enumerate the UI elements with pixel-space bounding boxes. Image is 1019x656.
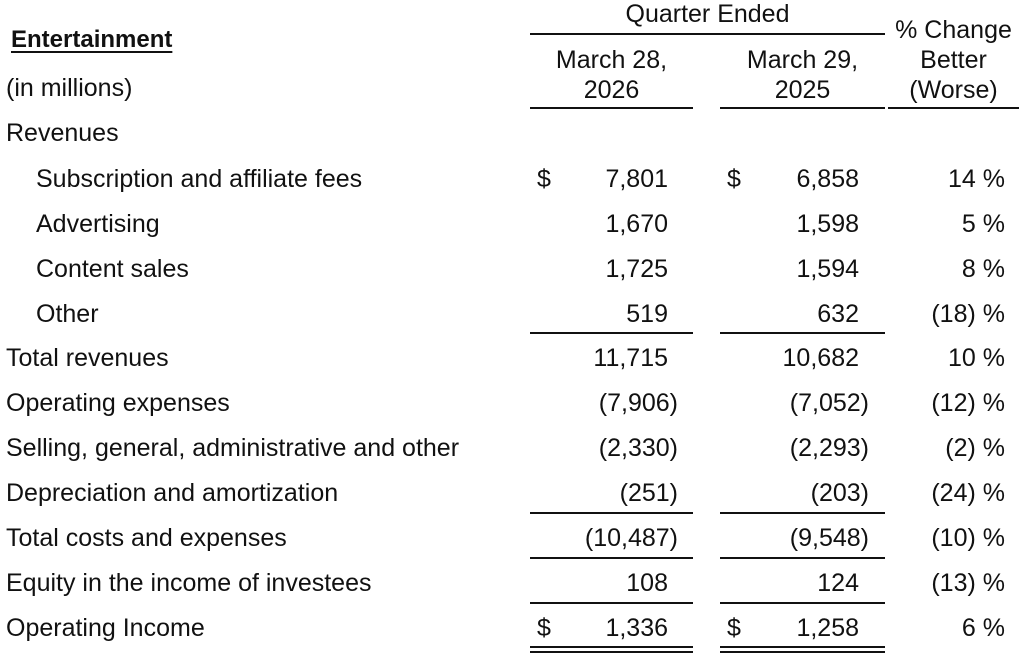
subtotal-rule-costs-col2	[720, 512, 885, 514]
table-row: Total costs and expenses (10,487) (9,548) (…	[0, 519, 1019, 553]
table-row: Other 519 632 (18) %	[0, 295, 1019, 329]
quarter-ended-header: Quarter Ended	[625, 0, 790, 28]
pct-change-value: (13) %	[931, 569, 1005, 597]
double-rule-operating-income-col1	[530, 646, 693, 653]
currency-symbol: $	[727, 165, 741, 193]
row-label: Subscription and affiliate fees	[36, 165, 363, 193]
value-2026: 519	[626, 300, 668, 328]
value-2026: 1,670	[605, 210, 668, 238]
value-2025: (7,052)	[789, 389, 869, 417]
table-row: Operating expenses (7,906) (7,052) (12) %	[0, 384, 1019, 418]
row-label: Revenues	[6, 119, 119, 147]
pct-change-value: 6 %	[961, 614, 1005, 642]
table-row: Revenues	[0, 114, 1019, 148]
subtotal-rule-revenues-col2	[720, 332, 885, 334]
value-2025: (2,293)	[789, 434, 869, 462]
row-label: Total costs and expenses	[6, 524, 287, 552]
row-label: Selling, general, administrative and oth…	[6, 434, 460, 462]
pct-change-value: (12) %	[931, 389, 1005, 417]
value-2026: (10,487)	[584, 524, 678, 552]
pct-change-value: (18) %	[931, 300, 1005, 328]
pct-change-value: 5 %	[961, 210, 1005, 238]
value-2025: 1,258	[796, 614, 859, 642]
column-header-2025: March 29, 2025	[746, 46, 859, 104]
total-rule-costs-col2	[720, 557, 885, 559]
value-2025: 632	[817, 300, 859, 328]
row-label: Other	[36, 300, 99, 328]
pct-change-value: 8 %	[961, 255, 1005, 283]
row-label: Advertising	[36, 210, 160, 238]
double-rule-operating-income-col2	[720, 646, 885, 653]
currency-symbol: $	[727, 614, 741, 642]
table-row: Subscription and affiliate fees $ $7,801 6,…	[0, 160, 1019, 194]
currency-symbol: $	[537, 614, 551, 642]
row-label: Content sales	[36, 255, 189, 283]
pct-change-value: (2) %	[945, 434, 1005, 462]
table-row: Operating Income $ $1,336 1,258 6 %	[0, 609, 1019, 643]
total-rule-costs-col1	[530, 557, 693, 559]
column-header-pct-change: % Change Better (Worse)	[895, 16, 1012, 104]
table-row: Advertising 1,670 1,598 5 %	[0, 205, 1019, 239]
value-2026: 7,801	[605, 165, 668, 193]
subtotal-rule-equity-col1	[530, 602, 693, 604]
section-title: Entertainment	[11, 26, 173, 53]
value-2026: 11,715	[593, 344, 668, 372]
value-2026: (251)	[619, 479, 678, 507]
table-row: Depreciation and amortization (251) (203) (…	[0, 474, 1019, 508]
row-label: Operating expenses	[6, 389, 230, 417]
currency-symbol: $	[537, 165, 551, 193]
pct-change-value: (24) %	[931, 479, 1005, 507]
value-2025: 10,682	[782, 344, 859, 372]
value-2026: (2,330)	[598, 434, 678, 462]
value-2026: 1,336	[605, 614, 668, 642]
units-label: (in millions)	[6, 74, 133, 102]
pct-change-value: (10) %	[931, 524, 1005, 552]
value-2025: (203)	[810, 479, 869, 507]
pct-change-value: 10 %	[948, 344, 1005, 372]
table-row: Selling, general, administrative and oth…	[0, 429, 1019, 463]
value-2025: 1,598	[796, 210, 859, 238]
subtotal-rule-costs-col1	[530, 512, 693, 514]
row-label: Operating Income	[6, 614, 205, 642]
quarter-ended-rule	[530, 33, 885, 35]
row-label: Total revenues	[6, 344, 169, 372]
value-2025: 1,594	[796, 255, 859, 283]
value-2025: 6,858	[796, 165, 859, 193]
table-row: Content sales 1,725 1,594 8 %	[0, 250, 1019, 284]
table-row: Equity in the income of investees 108 124 (…	[0, 564, 1019, 598]
header-rule-pct	[888, 107, 1019, 109]
value-2026: 108	[626, 569, 668, 597]
value-2025: (9,548)	[789, 524, 869, 552]
column-header-2026: March 28, 2026	[555, 46, 668, 104]
row-label: Depreciation and amortization	[6, 479, 339, 507]
header-rule-col1	[530, 107, 693, 109]
subtotal-rule-equity-col2	[720, 602, 885, 604]
subtotal-rule-revenues-col1	[530, 332, 693, 334]
value-2026: (7,906)	[598, 389, 678, 417]
table-row: Total revenues 11,715 10,682 10 %	[0, 339, 1019, 373]
header-rule-col2	[720, 107, 885, 109]
pct-change-value: 14 %	[948, 165, 1005, 193]
row-label: Equity in the income of investees	[6, 569, 372, 597]
value-2026: 1,725	[605, 255, 668, 283]
value-2025: 124	[817, 569, 859, 597]
